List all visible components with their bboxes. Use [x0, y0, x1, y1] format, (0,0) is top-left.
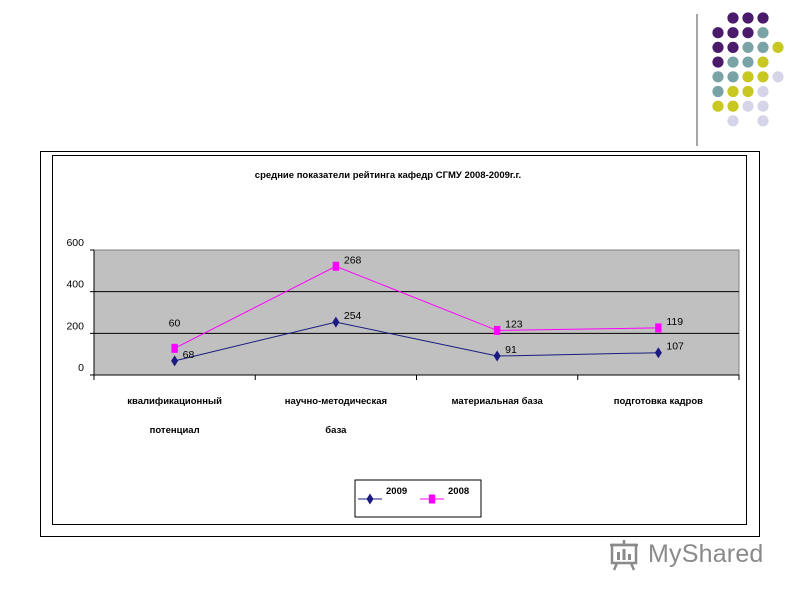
legend-label-2008: 2008 — [448, 486, 469, 497]
decorative-dot — [742, 41, 754, 54]
decorative-dot — [712, 56, 724, 68]
data-point-2008 — [655, 323, 662, 333]
decorative-divider — [696, 14, 698, 146]
data-label-2008: 123 — [505, 318, 523, 330]
decorative-dot — [712, 85, 724, 98]
decorative-dot — [742, 100, 754, 112]
decorative-dot — [757, 71, 769, 83]
x-tick-label: база — [325, 425, 347, 436]
data-point-2008 — [171, 343, 178, 353]
decorative-dot — [757, 41, 769, 54]
data-point-2008 — [493, 325, 501, 335]
data-label-2008: 119 — [666, 316, 683, 328]
decorative-dot — [757, 27, 769, 39]
presentation-board-icon — [610, 540, 638, 571]
decorative-dot — [757, 12, 769, 24]
data-point-2009 — [332, 316, 340, 328]
decorative-dot — [727, 27, 739, 39]
data-label-2008: 60 — [169, 317, 181, 329]
decorative-dot — [712, 41, 724, 54]
watermark: MyShared — [608, 536, 764, 572]
decorative-dot — [742, 71, 754, 83]
decorative-dot — [727, 71, 739, 83]
decorative-dot — [757, 115, 769, 127]
series-line-2008 — [174, 265, 659, 349]
decorative-dot — [727, 100, 739, 112]
x-tick-label: квалификационный — [127, 396, 222, 407]
decorative-dot — [712, 71, 724, 83]
decorative-dot — [757, 56, 769, 68]
data-point-2009 — [654, 347, 662, 359]
data-label-2009: 107 — [666, 341, 684, 353]
x-tick-label: научно-методическая — [285, 396, 387, 407]
chart-title: средние показатели рейтинга кафедр СГМУ … — [255, 170, 521, 181]
x-tick-label: подготовка кадров — [614, 396, 703, 407]
decorative-dot — [772, 71, 784, 83]
watermark-text: MyShared — [648, 539, 764, 568]
decorative-dot — [757, 100, 769, 112]
decorative-dot — [727, 85, 739, 98]
decorative-dot-grid — [712, 12, 784, 127]
decorative-dot — [727, 56, 739, 68]
series-line-2009 — [174, 321, 659, 362]
decorative-dot — [742, 85, 754, 98]
data-label-2009: 68 — [183, 349, 195, 361]
data-point-2008 — [332, 261, 340, 271]
data-label-2009: 91 — [505, 344, 517, 356]
x-tick-label: потенциал — [150, 425, 200, 436]
plot-area: 0 200 400 600 квалификационный потенциал научн… — [66, 237, 740, 436]
data-point-2009 — [171, 355, 179, 367]
decorative-dot — [712, 100, 724, 112]
decorative-dot — [712, 27, 724, 39]
decorative-dot — [727, 115, 739, 127]
decorative-dot — [757, 85, 769, 98]
y-tick-label: 0 — [78, 362, 84, 374]
y-tick-label: 400 — [66, 279, 84, 291]
y-tick-label: 600 — [66, 237, 84, 249]
decorative-dot — [727, 41, 739, 54]
legend-marker-2009 — [366, 493, 374, 505]
decorative-dot — [742, 12, 754, 24]
legend-label-2009: 2009 — [386, 486, 407, 497]
data-label-2008: 268 — [344, 254, 362, 266]
decorative-dot — [772, 41, 784, 54]
chart-legend: 2009 2008 — [354, 479, 482, 518]
series-2008: 60 268 123 119 — [169, 254, 683, 353]
legend-marker-2008 — [428, 494, 436, 504]
decorative-dot — [742, 27, 754, 39]
series-2009: 68 254 91 107 — [171, 310, 684, 367]
data-point-2009 — [493, 350, 501, 362]
decorative-dot — [742, 56, 754, 68]
x-tick-label: материальная база — [451, 396, 543, 407]
data-label-2009: 254 — [344, 310, 362, 322]
decorative-dot — [727, 12, 739, 24]
y-tick-label: 200 — [66, 320, 84, 332]
